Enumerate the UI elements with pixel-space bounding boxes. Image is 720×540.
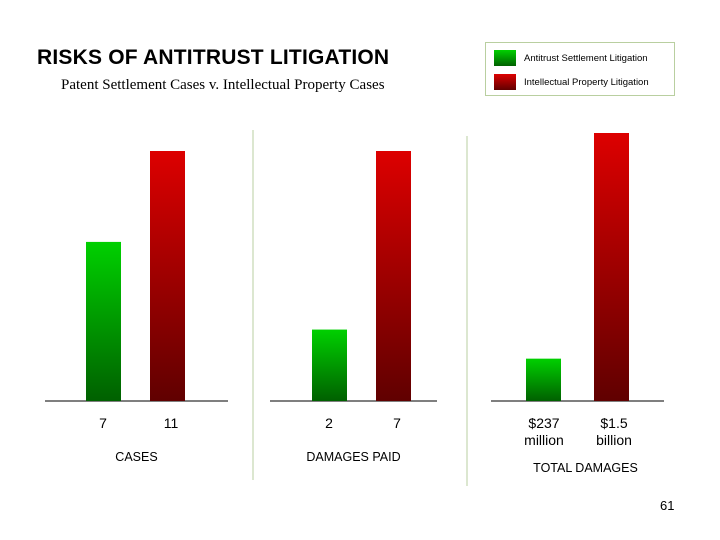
x-axis-label: DAMAGES PAID [306,450,400,464]
data-label: 7 [393,415,401,431]
legend-item-antitrust: Antitrust Settlement Litigation [494,50,648,66]
page-subtitle: Patent Settlement Cases v. Intellectual … [61,77,385,93]
x-axis-label: TOTAL DAMAGES [533,461,638,475]
bar-antitrust-2 [312,329,347,401]
bar-ip-1 [150,151,185,401]
bar-ip-2 [376,151,411,401]
x-axis-label: CASES [115,450,157,464]
legend-swatch-antitrust [494,50,516,66]
data-label: 11 [164,415,179,431]
legend-label-ip: Intellectual Property Litigation [524,76,649,88]
legend-item-ip: Intellectual Property Litigation [494,74,649,90]
legend-swatch-ip [494,74,516,90]
page-number: 61 [660,498,675,513]
chart-legend: Antitrust Settlement Litigation Intellec… [485,42,675,96]
bar-antitrust-1 [86,241,121,401]
data-label: million [524,432,564,448]
data-label: 2 [325,415,333,431]
bar-ip-3 [594,133,629,401]
page-title: RISKS OF ANTITRUST LITIGATION [37,46,390,69]
data-label: $237 [528,415,559,431]
data-label: 7 [99,415,107,431]
data-label: billion [596,432,632,448]
bar-antitrust-3 [526,358,561,401]
legend-label-antitrust: Antitrust Settlement Litigation [524,52,648,64]
data-label: $1.5 [600,415,627,431]
